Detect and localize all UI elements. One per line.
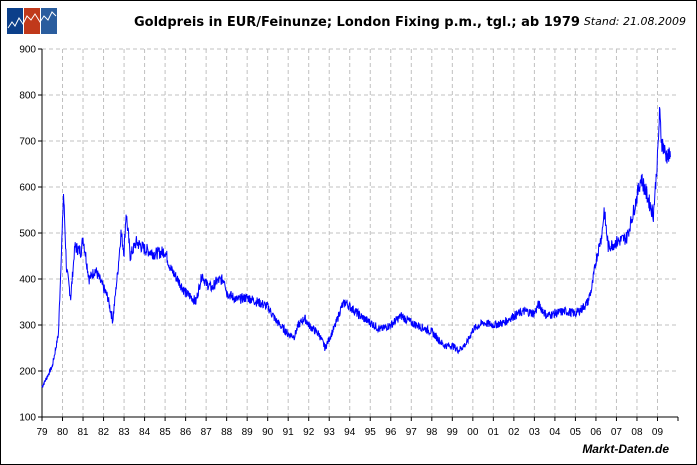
x-tick-label: 07	[611, 427, 623, 438]
x-tick-label: 85	[160, 427, 172, 438]
x-tick-label: 86	[180, 427, 192, 438]
gold-price-line	[41, 107, 671, 388]
source-label: Markt-Daten.de	[582, 442, 669, 456]
x-tick-label: 80	[57, 427, 69, 438]
x-tick-label: 06	[590, 427, 602, 438]
logo	[7, 8, 57, 34]
x-tick-label: 04	[549, 427, 561, 438]
x-tick-label: 84	[139, 427, 151, 438]
x-tick-label: 01	[488, 427, 500, 438]
x-tick-label: 87	[201, 427, 213, 438]
x-tick-label: 02	[508, 427, 520, 438]
y-tick-label: 100	[19, 413, 36, 424]
y-tick-label: 300	[19, 321, 36, 332]
x-tick-label: 79	[36, 427, 48, 438]
x-tick-label: 09	[652, 427, 664, 438]
x-tick-label: 96	[385, 427, 397, 438]
x-tick-label: 95	[365, 427, 377, 438]
series	[41, 107, 671, 388]
x-tick-label: 99	[447, 427, 459, 438]
x-tick-label: 05	[570, 427, 582, 438]
tick-labels: 100 200 300 400 500 600 700 800 900 79 80 81 82 83 84 8…	[19, 45, 663, 439]
x-tick-label: 08	[631, 427, 643, 438]
x-tick-label: 97	[406, 427, 418, 438]
x-tick-label: 93	[324, 427, 336, 438]
x-tick-label: 83	[119, 427, 131, 438]
x-tick-label: 90	[262, 427, 274, 438]
x-tick-label: 98	[426, 427, 438, 438]
x-tick-label: 81	[77, 427, 89, 438]
x-tick-label: 03	[529, 427, 541, 438]
y-tick-label: 500	[19, 229, 36, 240]
y-tick-label: 800	[19, 91, 36, 102]
x-tick-label: 92	[303, 427, 315, 438]
y-tick-label: 400	[19, 275, 36, 286]
y-tick-label: 600	[19, 183, 36, 194]
y-tick-label: 700	[19, 137, 36, 148]
grid	[42, 48, 678, 417]
x-tick-label: 94	[344, 427, 356, 438]
chart-title: Goldpreis in EUR/Feinunze; London Fixing…	[134, 15, 580, 30]
x-tick-label: 91	[283, 427, 295, 438]
axes	[38, 48, 679, 421]
y-tick-label: 900	[19, 45, 36, 56]
x-tick-label: 00	[467, 427, 479, 438]
x-tick-label: 88	[221, 427, 233, 438]
x-tick-label: 82	[98, 427, 110, 438]
x-tick-label: 89	[242, 427, 254, 438]
date-stamp: Stand: 21.08.2009	[583, 15, 686, 28]
y-tick-label: 200	[19, 367, 36, 378]
